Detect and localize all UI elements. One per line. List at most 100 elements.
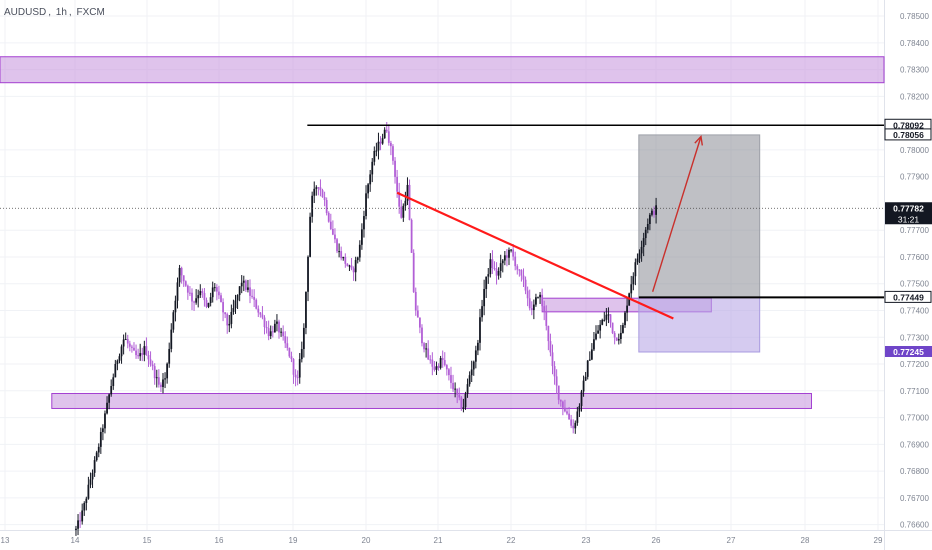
symbol-legend[interactable]: AUDUSD, 1h, FXCM — [4, 7, 107, 18]
candles — [75, 121, 657, 536]
y-tick-label: 0.77100 — [900, 387, 929, 396]
candle-body — [334, 234, 336, 240]
candle-body — [611, 322, 614, 334]
candle-body — [431, 359, 434, 367]
candle-body — [427, 348, 430, 360]
candle-body — [352, 268, 355, 273]
candle-body — [317, 187, 320, 189]
candle-body — [568, 413, 570, 420]
y-tick-label: 0.76800 — [900, 467, 929, 476]
candle-body — [302, 327, 305, 350]
candle-body — [126, 339, 129, 344]
candle-body — [518, 269, 521, 271]
candle-body — [445, 365, 448, 370]
candle-body — [470, 369, 473, 376]
candle-body — [408, 184, 411, 220]
candle-body — [495, 268, 498, 276]
candle-body — [325, 200, 328, 213]
candle-body — [261, 314, 264, 318]
candle-body — [153, 366, 156, 379]
candle-body — [139, 353, 142, 357]
y-tick-label: 0.77200 — [900, 360, 929, 369]
candle-body — [269, 331, 272, 337]
candle-body — [186, 285, 189, 293]
candle-body — [201, 291, 204, 293]
candle-body — [197, 295, 200, 299]
candle-body — [203, 292, 206, 301]
candle-body — [97, 446, 100, 453]
candle-body — [232, 308, 235, 312]
candle-body — [365, 193, 367, 217]
candle-body — [547, 325, 550, 342]
candle-body — [172, 312, 175, 330]
candle-body — [298, 359, 301, 378]
x-tick-label: 23 — [582, 536, 591, 545]
candle-body — [499, 263, 502, 271]
candle-body — [528, 298, 531, 309]
candle-body — [421, 327, 423, 344]
candle-body — [512, 249, 515, 257]
candle-body — [555, 376, 558, 386]
candle-body — [522, 275, 525, 280]
candle-body — [501, 260, 504, 264]
candle-body — [344, 256, 347, 264]
candle-body — [137, 355, 140, 357]
candle-body — [255, 299, 258, 309]
candle-body — [135, 350, 137, 356]
candle-body — [636, 258, 639, 263]
candle-body — [617, 339, 620, 341]
position-stop-zone — [638, 296, 761, 353]
candle-body — [599, 324, 602, 331]
candle-body — [288, 347, 291, 357]
candle-body — [284, 336, 287, 344]
candle-body — [112, 377, 115, 386]
candle-body — [416, 310, 419, 318]
candle-body — [404, 200, 407, 206]
candle-body — [342, 256, 345, 259]
candle-body — [240, 282, 243, 287]
candle-body — [133, 347, 135, 351]
candle-body — [551, 352, 554, 367]
candle-body — [580, 391, 583, 407]
candle-body — [124, 339, 127, 341]
candle-body — [267, 328, 270, 337]
candle-body — [433, 366, 436, 370]
entry-price-label-bg — [885, 291, 932, 303]
candle-body — [218, 291, 220, 296]
candle-body — [234, 300, 237, 309]
x-tick-label: 13 — [1, 536, 10, 545]
candle-body — [193, 301, 195, 303]
candle-body — [276, 321, 278, 324]
candle-body — [371, 161, 374, 175]
candle-body — [102, 428, 104, 432]
candle-body — [81, 510, 84, 522]
candle-body — [249, 287, 251, 296]
candle-body — [389, 142, 392, 147]
y-tick-label: 0.78400 — [900, 39, 929, 48]
candle-body — [503, 255, 506, 261]
candle-body — [508, 249, 510, 258]
candle-body — [381, 138, 384, 144]
candle-body — [609, 314, 612, 323]
candle-body — [220, 295, 222, 303]
current-price-label-bg — [885, 202, 932, 225]
y-tick-label: 0.76700 — [900, 494, 929, 503]
candle-body — [164, 378, 166, 380]
candle-body — [400, 206, 403, 218]
candle-body — [535, 297, 537, 305]
candle-body — [238, 286, 241, 296]
candle-body — [385, 129, 388, 132]
candle-body — [292, 359, 295, 375]
y-tick-label: 0.77400 — [900, 307, 929, 316]
candle-body — [605, 314, 608, 320]
candle-body — [282, 331, 285, 337]
candle-body — [271, 331, 274, 333]
candle-body — [379, 141, 382, 144]
candle-body — [485, 276, 488, 289]
x-tick-label: 28 — [801, 536, 810, 545]
candle-body — [387, 131, 390, 143]
candle-body — [524, 279, 527, 291]
